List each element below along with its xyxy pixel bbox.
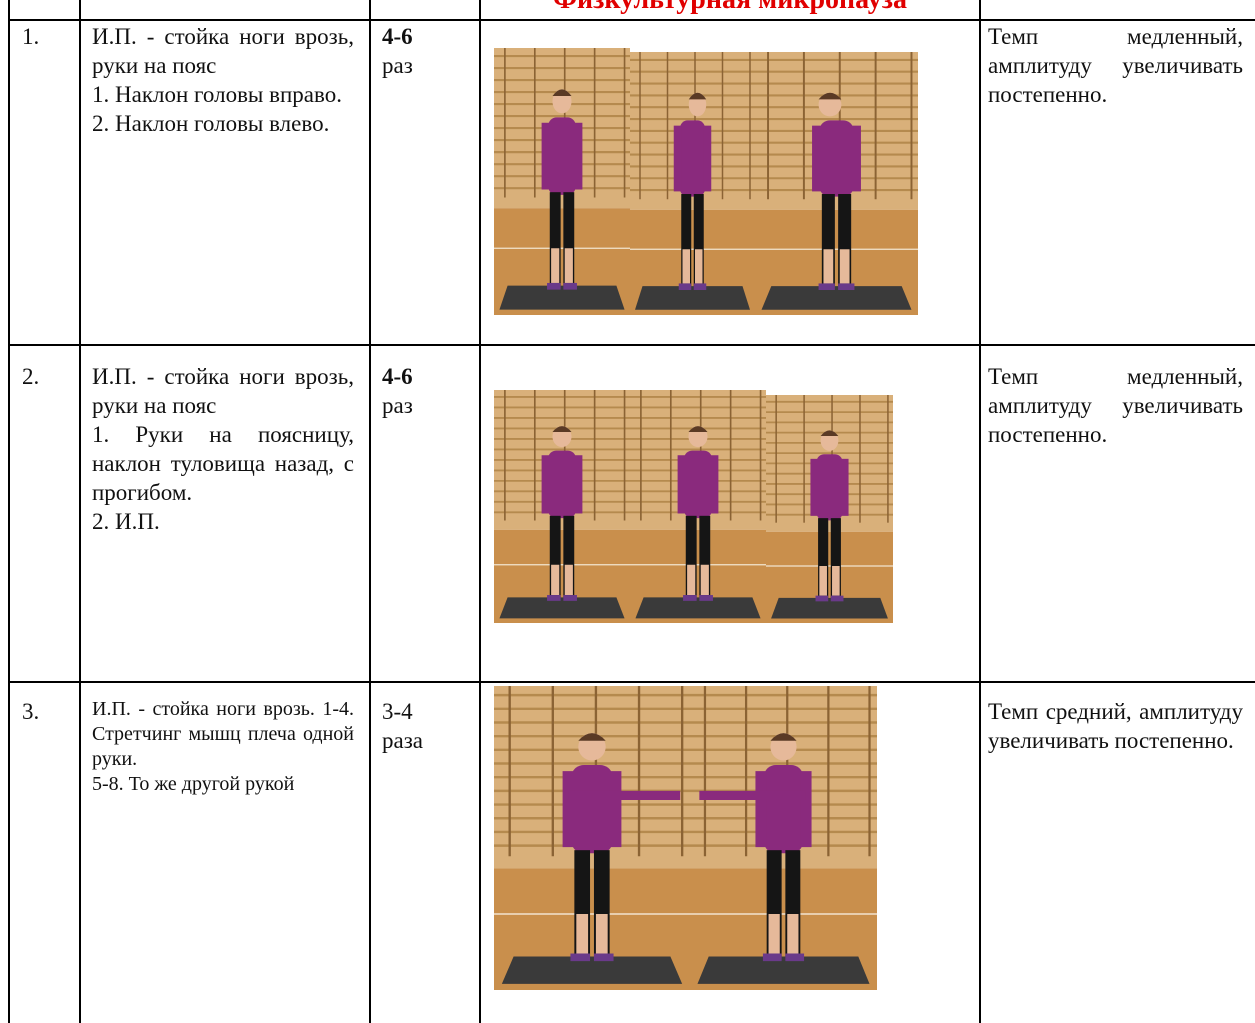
exercise-photo [630,390,766,623]
note: Темп медленный, амплитуду увеличивать по… [988,24,1243,107]
reps-count: 4-6 [382,364,413,389]
reps: 3-4 раза [382,697,472,755]
text: 5-8. То же другой рукой [92,773,295,795]
text: 2. Наклон головы влево. [92,111,330,136]
text: И.П. - стойка ноги врозь. 1-4. Стретчинг… [92,698,354,770]
reps-unit: раз [382,393,413,418]
reps-count: 3-4 [382,699,413,724]
border [8,344,1255,346]
border [8,19,1255,21]
border [79,0,81,1023]
exercise-photo [690,686,877,990]
exercise-photo [630,52,755,315]
row-number: 1. [22,24,40,49]
reps: 4-6 раз [382,362,472,420]
description: И.П. - стойка ноги врозь, руки на пояс 1… [92,362,354,536]
border [8,0,10,1023]
description: И.П. - стойка ноги врозь, руки на пояс 1… [92,22,354,138]
border [479,0,481,1023]
text: 1. Руки на поясницу, наклон туловища наз… [92,422,354,505]
exercise-photo [494,390,630,623]
reps: 4-6 раз [382,22,472,80]
exercise-photo [494,48,630,315]
description: И.П. - стойка ноги врозь. 1-4. Стретчинг… [92,697,354,797]
row-number: 2. [22,364,40,389]
exercise-photo [755,52,918,315]
reps-unit: раза [382,728,424,753]
text: 1. Наклон головы вправо. [92,82,342,107]
row-number: 3. [22,699,40,724]
text: 2. И.П. [92,509,160,534]
note: Темп медленный, амплитуду увеличивать по… [988,364,1243,447]
note: Темп средний, амплитуду увеличивать пост… [988,699,1243,753]
exercise-photo [494,686,690,990]
title: Физкультурная микропауза [480,0,980,16]
border [369,0,371,1023]
reps-count: 4-6 [382,24,413,49]
reps-unit: раз [382,53,413,78]
exercise-photo [766,395,893,623]
border [979,0,981,1023]
text: И.П. - стойка ноги врозь, руки на пояс [92,364,354,418]
text: И.П. - стойка ноги врозь, руки на пояс [92,24,354,78]
border [8,681,1255,683]
